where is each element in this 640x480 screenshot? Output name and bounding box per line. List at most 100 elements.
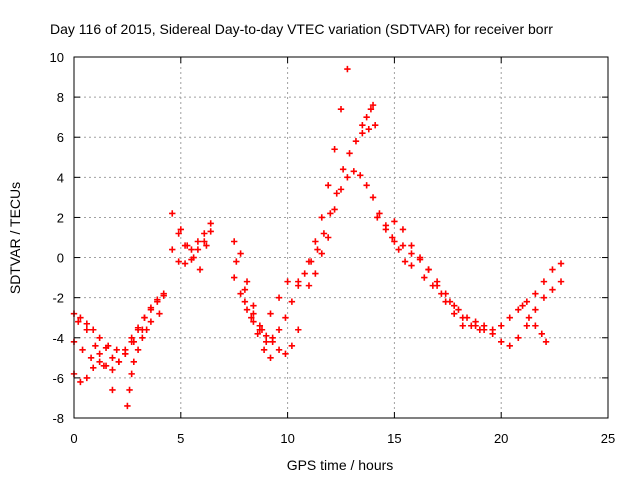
data-point [83, 326, 91, 333]
data-point [260, 346, 268, 354]
series-trace-b [70, 292, 167, 386]
data-point [446, 298, 454, 305]
data-point [147, 318, 155, 325]
data-point [250, 302, 257, 309]
data-point [250, 310, 257, 317]
data-point [301, 270, 308, 277]
data-point [139, 334, 146, 341]
series-trace-n [305, 168, 415, 289]
data-point [314, 246, 321, 253]
data-point [350, 168, 358, 175]
data-point [337, 105, 345, 113]
series-trace-k [233, 258, 291, 333]
data-point [489, 326, 496, 333]
y-tick-label: -4 [52, 331, 64, 346]
data-point [77, 314, 84, 321]
x-tick-label: 25 [601, 431, 615, 446]
data-point [312, 238, 319, 245]
tick-labels: 0 5 10 15 20 25 -8 -6 -4 -2 0 2 4 6 8 10 [50, 50, 616, 446]
data-point [339, 166, 347, 173]
y-tick-label: 4 [57, 170, 64, 185]
y-tick-label: -2 [52, 291, 64, 306]
data-point [128, 334, 135, 341]
data-point [231, 274, 238, 281]
x-tick-label: 0 [70, 431, 77, 446]
data-point [363, 113, 370, 121]
series-trace-c [70, 310, 163, 362]
data-point [237, 290, 244, 297]
data-point [295, 278, 302, 285]
data-point [77, 378, 84, 386]
data-point [498, 322, 505, 329]
data-point [451, 302, 458, 309]
data-point [109, 354, 116, 362]
data-point [421, 274, 428, 281]
data-point [382, 226, 390, 233]
data-point [143, 326, 150, 333]
data-point [324, 234, 332, 241]
y-tick-label: 10 [50, 50, 64, 65]
data-point [177, 226, 184, 233]
data-point [275, 346, 283, 354]
data-point [540, 278, 548, 285]
data-point [463, 314, 471, 321]
data-point [115, 358, 123, 366]
data-point [241, 298, 249, 305]
data-point [237, 250, 244, 257]
data-point [75, 318, 82, 325]
data-point [258, 326, 266, 333]
data-point [282, 350, 289, 358]
data-point [331, 146, 338, 153]
data-point [532, 306, 539, 313]
series-trace-s [421, 274, 565, 349]
data-point [154, 298, 161, 305]
series-trace-t [472, 260, 565, 333]
data-point [233, 258, 240, 265]
data-point [126, 386, 133, 394]
data-point [96, 334, 103, 341]
series-trace-g [169, 228, 214, 267]
data-point [357, 172, 364, 179]
data-point [130, 338, 138, 345]
data-point [374, 214, 381, 221]
data-point [275, 294, 283, 301]
data-point [141, 314, 148, 321]
data-point [401, 258, 409, 265]
data-point [181, 260, 189, 267]
data-point [408, 262, 415, 269]
data-point [369, 101, 377, 109]
data-point [320, 230, 328, 237]
data-point [124, 402, 131, 410]
data-point [113, 346, 120, 354]
data-point [532, 290, 539, 297]
data-point [254, 330, 261, 337]
data-point [190, 254, 197, 261]
data-point [391, 238, 398, 245]
data-point [147, 306, 155, 313]
data-point [96, 350, 103, 358]
series-trace-a [70, 290, 167, 366]
data-point [549, 286, 556, 293]
data-point [369, 194, 377, 201]
data-point [344, 65, 351, 73]
y-tick-label: 2 [57, 210, 64, 225]
data-point [267, 354, 274, 362]
data-point [542, 338, 550, 345]
data-point [523, 322, 531, 329]
data-point [109, 386, 116, 394]
data-point [538, 330, 545, 337]
x-tick-label: 20 [494, 431, 508, 446]
plot-frame [73, 56, 609, 419]
y-tick-label: 8 [57, 90, 64, 105]
data-point [408, 250, 415, 257]
data-point [194, 238, 202, 245]
data-point [324, 182, 332, 189]
y-tick-label: 6 [57, 130, 64, 145]
data-point [90, 326, 97, 333]
data-point [87, 354, 95, 362]
data-point [365, 126, 372, 133]
data-point [395, 246, 402, 253]
data-point [352, 138, 360, 145]
data-point [333, 190, 340, 197]
data-point [288, 342, 296, 349]
